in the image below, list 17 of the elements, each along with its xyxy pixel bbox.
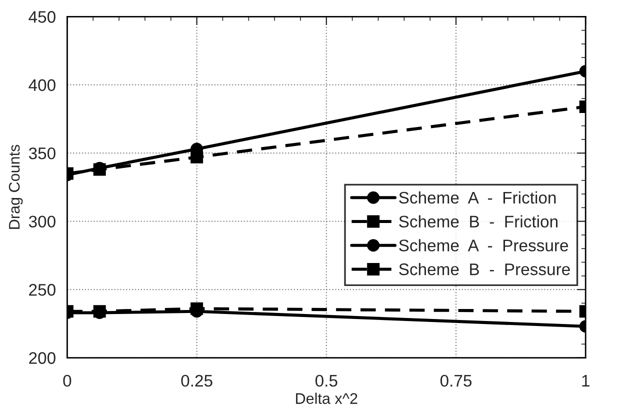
legend-label: Scheme B - Friction xyxy=(399,215,558,228)
x-tick-label: 0 xyxy=(63,374,72,387)
y-tick-label: 300 xyxy=(28,216,56,228)
x-tick-label: 1 xyxy=(582,375,590,387)
legend-label: Scheme A - Friction xyxy=(399,191,556,204)
y-tick-label: 350 xyxy=(28,147,56,160)
legend-label: Scheme B - Pressure xyxy=(399,262,570,276)
y-axis-title: Drag Counts xyxy=(8,144,23,229)
x-tick-label: 0.25 xyxy=(181,374,212,387)
y-tick-label: 250 xyxy=(29,284,56,296)
x-tick-label: 0.5 xyxy=(315,374,338,387)
y-tick-label: 400 xyxy=(28,79,56,92)
legend-label: Scheme A - Pressure xyxy=(399,239,568,252)
x-tick-label: 0.75 xyxy=(440,374,472,387)
y-tick-label: 450 xyxy=(28,11,56,23)
y-tick-label: 200 xyxy=(29,352,56,364)
x-axis-title: Delta x^2 xyxy=(296,392,358,404)
